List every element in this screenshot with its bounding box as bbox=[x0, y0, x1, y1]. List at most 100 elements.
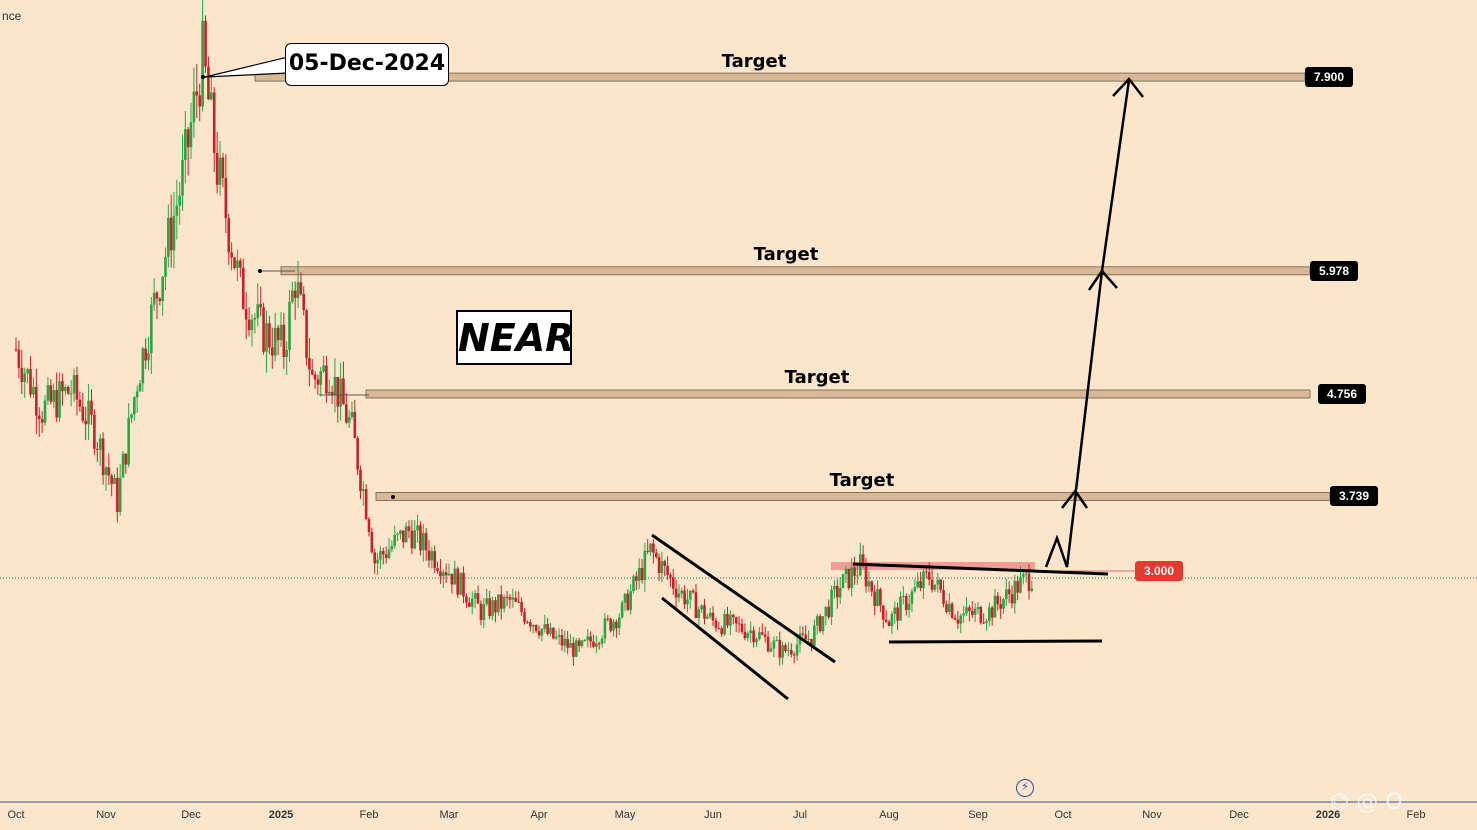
candle-body bbox=[494, 600, 497, 613]
candle-body bbox=[729, 614, 732, 626]
candle-body bbox=[259, 304, 262, 308]
candle-body bbox=[52, 390, 56, 402]
candle-body bbox=[78, 399, 82, 407]
x-axis-tick-5: Mar bbox=[439, 809, 459, 821]
candle-body bbox=[1016, 580, 1019, 593]
candle-body bbox=[737, 623, 741, 625]
candle-body bbox=[703, 605, 706, 619]
candle-body bbox=[740, 623, 744, 632]
candle-body bbox=[401, 530, 405, 543]
date-callout: 05-Dec-2024 bbox=[285, 43, 449, 86]
x-axis-tick-9: Jul bbox=[792, 809, 808, 821]
candle-body bbox=[612, 621, 615, 631]
candle-body bbox=[505, 596, 509, 598]
candle-body bbox=[253, 317, 257, 320]
candle-body bbox=[419, 525, 422, 551]
candle-body bbox=[694, 592, 698, 618]
candle-body bbox=[514, 597, 518, 602]
candle-body bbox=[362, 489, 365, 492]
triangle-resistance-line bbox=[852, 562, 1109, 576]
candle-body bbox=[714, 620, 718, 629]
candle-body bbox=[35, 386, 38, 416]
candle-body bbox=[344, 404, 348, 423]
candle-body bbox=[476, 593, 480, 604]
candle-body bbox=[147, 353, 150, 361]
candle-body bbox=[810, 638, 813, 646]
candle-body bbox=[124, 453, 128, 465]
candle-body bbox=[962, 613, 965, 616]
candle-body bbox=[965, 607, 968, 614]
candle-body bbox=[660, 561, 664, 573]
candle-body bbox=[970, 611, 974, 615]
candle-body bbox=[927, 572, 931, 580]
candle-body bbox=[976, 606, 980, 609]
x-axis-tick-13: Nov bbox=[1142, 809, 1162, 821]
candle-body bbox=[583, 640, 587, 642]
candle-body bbox=[589, 636, 592, 642]
candle-body bbox=[574, 640, 578, 657]
candle-body bbox=[841, 574, 845, 589]
candle-body bbox=[265, 323, 268, 352]
candle-body bbox=[55, 390, 58, 418]
candle-body bbox=[250, 319, 254, 331]
candle-body bbox=[172, 215, 176, 251]
candle-body bbox=[531, 625, 535, 627]
candle-body bbox=[393, 534, 397, 546]
candle-body bbox=[433, 551, 437, 569]
candle-body bbox=[444, 572, 448, 576]
x-axis-tick-12: Oct bbox=[1054, 809, 1072, 821]
candle-body bbox=[247, 319, 251, 331]
candle-body bbox=[107, 467, 111, 476]
candle-body bbox=[1007, 589, 1011, 595]
candle-body bbox=[43, 400, 47, 423]
target-band-2 bbox=[365, 389, 1311, 399]
candle-body bbox=[441, 572, 445, 577]
candle-body bbox=[749, 630, 752, 634]
candle-body bbox=[691, 590, 695, 593]
candle-body bbox=[462, 572, 465, 597]
lightning-icon[interactable]: ⚡ bbox=[1016, 779, 1034, 797]
candle-body bbox=[279, 324, 283, 341]
candle-body bbox=[482, 604, 486, 621]
candle-body bbox=[595, 643, 598, 647]
candle-body bbox=[942, 589, 945, 605]
candle-body bbox=[939, 579, 942, 590]
candle-body bbox=[879, 589, 882, 606]
candle-body bbox=[887, 621, 891, 627]
candle-body bbox=[907, 603, 911, 610]
candle-body bbox=[663, 561, 667, 566]
candle-body bbox=[1002, 599, 1005, 609]
candle-body bbox=[23, 373, 27, 383]
candle-body bbox=[379, 550, 382, 560]
candle-body bbox=[850, 567, 853, 589]
candle-body bbox=[356, 437, 359, 470]
candle-body bbox=[815, 616, 819, 626]
candle-body bbox=[447, 573, 451, 576]
x-axis-tick-1: Nov bbox=[96, 809, 116, 821]
candle-body bbox=[688, 590, 692, 600]
candle-body bbox=[310, 369, 314, 375]
candle-body bbox=[485, 598, 489, 605]
candle-body bbox=[450, 573, 454, 585]
candle-body bbox=[404, 526, 408, 543]
candle-body bbox=[256, 304, 260, 318]
candle-body bbox=[285, 349, 288, 357]
candle-body bbox=[572, 642, 575, 657]
candle-body bbox=[316, 379, 320, 385]
candle-body bbox=[293, 290, 297, 298]
candle-body bbox=[465, 596, 468, 603]
candle-body bbox=[127, 418, 130, 465]
candle-body bbox=[743, 631, 747, 639]
candle-body bbox=[586, 636, 590, 641]
candle-body bbox=[350, 411, 354, 418]
candle-body bbox=[72, 374, 76, 394]
candle-body bbox=[158, 298, 162, 302]
candle-body bbox=[313, 374, 317, 380]
candle-body bbox=[609, 618, 612, 631]
candle-body bbox=[603, 618, 607, 639]
candle-body bbox=[430, 551, 434, 561]
candle-body bbox=[468, 602, 471, 607]
projection-path bbox=[1044, 77, 1144, 568]
candle-body bbox=[778, 639, 781, 658]
